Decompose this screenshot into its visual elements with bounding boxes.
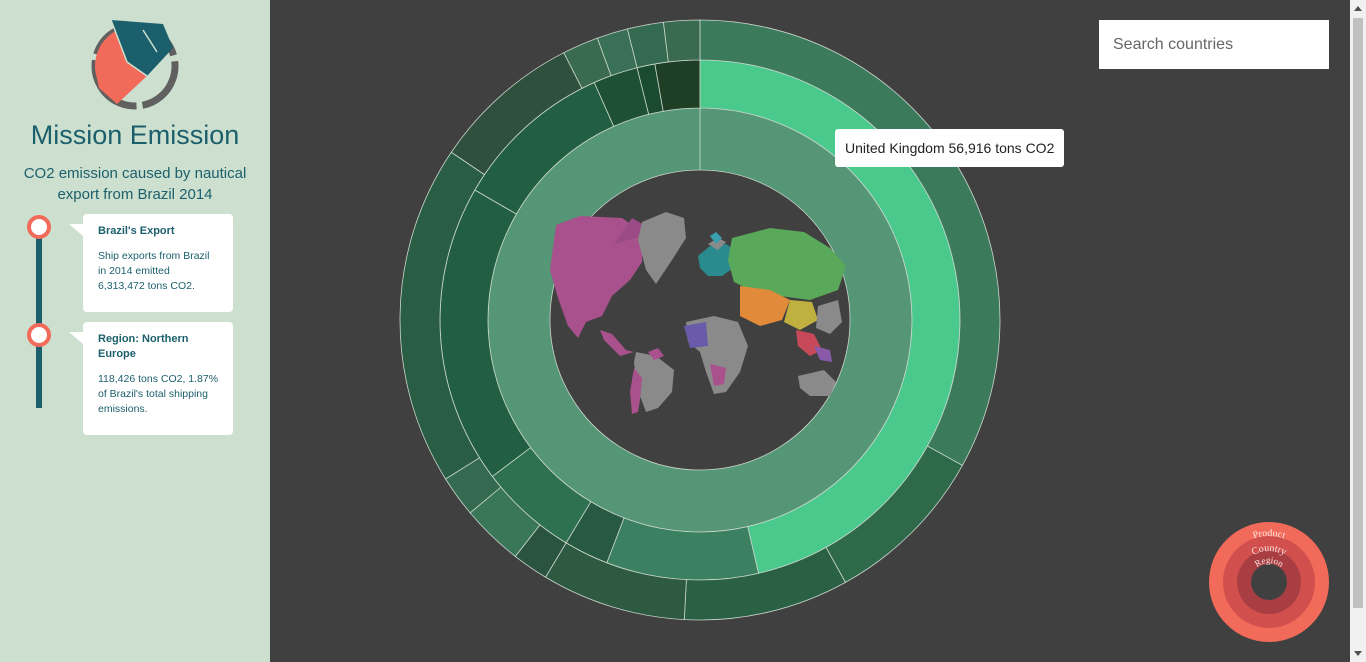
sidebar: Mission Emission CO2 emission caused by … bbox=[0, 0, 270, 662]
app-title: Mission Emission bbox=[30, 120, 240, 150]
timeline-card-region[interactable]: Region: Northern Europe 118,426 tons CO2… bbox=[69, 322, 233, 435]
timeline-card-export[interactable]: Brazil's Export Ship exports from Brazil… bbox=[69, 214, 233, 312]
app-subtitle: CO2 emission caused by nautical export f… bbox=[23, 165, 247, 203]
world-map bbox=[550, 212, 846, 414]
country-segment[interactable] bbox=[654, 59, 701, 112]
timeline-line bbox=[36, 228, 42, 408]
scroll-down-icon[interactable] bbox=[1354, 651, 1362, 656]
card-body: Ship exports from Brazil in 2014 emitted… bbox=[98, 250, 210, 292]
timeline-dot-region[interactable] bbox=[27, 323, 51, 347]
card-body: 118,426 tons CO2, 1.87% of Brazil's tota… bbox=[98, 373, 219, 415]
mission-emission-logo bbox=[91, 19, 179, 110]
timeline-dot-export[interactable] bbox=[27, 215, 51, 239]
card-title: Brazil's Export bbox=[98, 225, 175, 237]
ring-legend: Product Country Region bbox=[1209, 522, 1329, 642]
scroll-up-icon[interactable] bbox=[1354, 6, 1362, 11]
legend-label-region: Region bbox=[1253, 555, 1286, 569]
scrollbar-thumb[interactable] bbox=[1353, 18, 1363, 608]
country-tooltip: United Kingdom 56,916 tons CO2 bbox=[835, 129, 1065, 167]
card-title: Region: Northern Europe bbox=[98, 333, 189, 360]
page-scrollbar[interactable] bbox=[1350, 0, 1366, 662]
product-segment[interactable] bbox=[662, 19, 701, 63]
search-input[interactable] bbox=[1099, 20, 1329, 69]
sunburst-chart bbox=[399, 19, 1001, 621]
